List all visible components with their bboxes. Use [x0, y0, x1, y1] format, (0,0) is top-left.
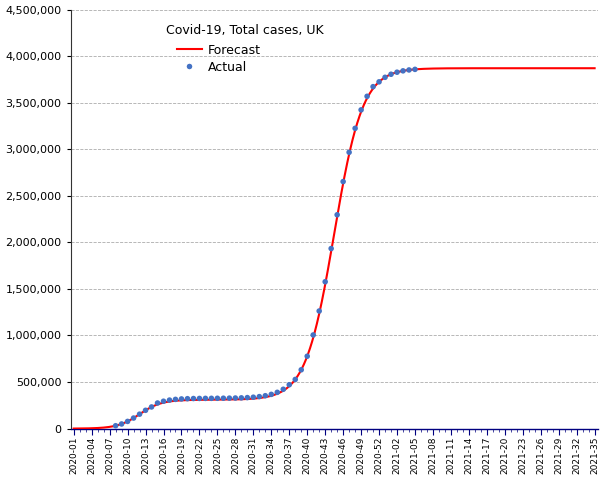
Forecast [575, 65, 583, 71]
Forecast [576, 65, 583, 71]
Actual [117, 420, 126, 428]
Actual [344, 148, 354, 156]
Actual [212, 395, 222, 402]
Actual [326, 245, 336, 252]
Actual [243, 394, 252, 401]
Actual [146, 403, 156, 411]
Actual [189, 395, 198, 402]
Forecast [70, 426, 77, 432]
Forecast [480, 65, 488, 71]
Actual [159, 397, 168, 405]
Actual [177, 395, 186, 403]
Actual [129, 414, 139, 422]
Actual [404, 66, 414, 74]
Actual [398, 67, 408, 75]
Actual [392, 68, 402, 76]
Actual [410, 66, 420, 73]
Actual [374, 78, 384, 86]
Actual [261, 392, 270, 399]
Actual [255, 393, 264, 400]
Actual [356, 106, 366, 114]
Actual [152, 399, 162, 407]
Actual [278, 385, 288, 393]
Actual [350, 124, 360, 132]
Actual [141, 407, 151, 414]
Actual [380, 73, 390, 81]
Actual [284, 381, 294, 389]
Actual [135, 410, 145, 418]
Line: Forecast: Forecast [74, 68, 595, 429]
Actual [368, 83, 378, 91]
Actual [386, 71, 396, 78]
Actual [309, 331, 318, 339]
Actual [111, 422, 120, 430]
Actual [224, 394, 234, 402]
Text: Covid-19, Total cases, UK: Covid-19, Total cases, UK [166, 24, 323, 37]
Actual [195, 395, 204, 402]
Actual [272, 388, 282, 396]
Actual [290, 376, 300, 384]
Actual [171, 396, 180, 403]
Actual [320, 278, 330, 286]
Forecast [97, 425, 104, 431]
Forecast [310, 335, 317, 341]
Actual [332, 211, 342, 218]
Actual [266, 391, 276, 398]
Actual [249, 394, 258, 401]
Actual [206, 395, 216, 402]
Actual [302, 352, 312, 360]
Actual [296, 366, 306, 373]
Forecast [591, 65, 598, 71]
Forecast [323, 272, 330, 277]
Actual [218, 395, 228, 402]
Actual [201, 395, 211, 402]
Actual [123, 418, 132, 425]
Actual [237, 394, 246, 402]
Actual [231, 394, 240, 402]
Actual [338, 178, 348, 185]
Actual [315, 307, 324, 315]
Actual [165, 396, 174, 404]
Legend: Forecast, Actual: Forecast, Actual [172, 39, 266, 79]
Actual [183, 395, 192, 403]
Actual [362, 93, 372, 100]
